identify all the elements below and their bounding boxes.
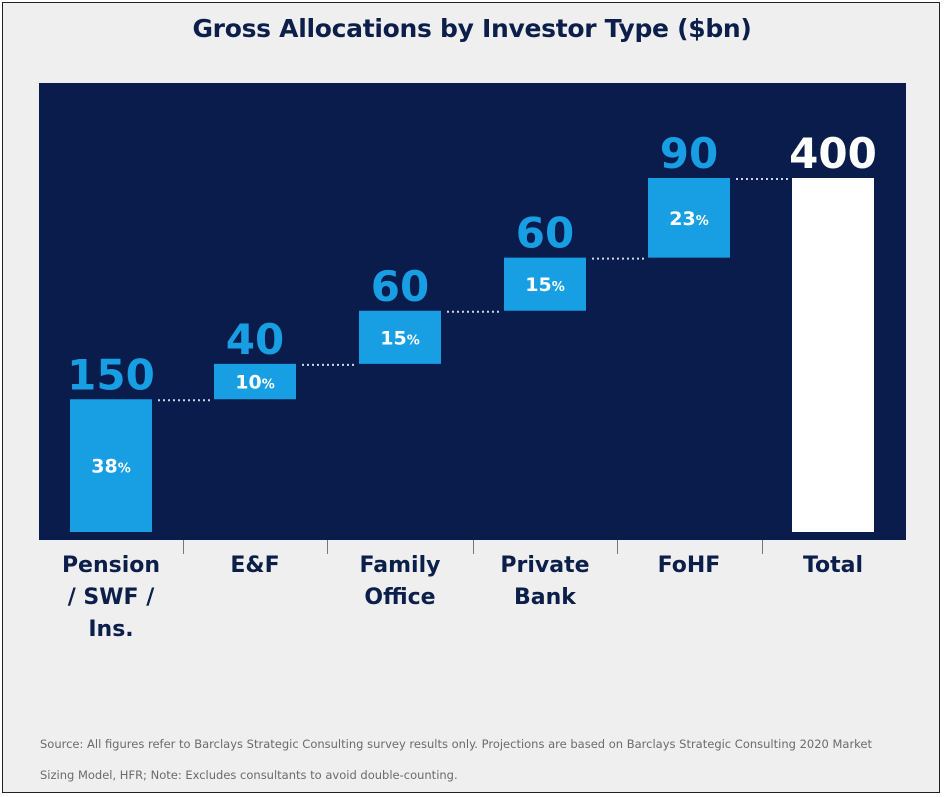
source-note: Source: All figures refer to Barclays St… (40, 737, 873, 782)
category-label-2: Family Office (359, 553, 441, 610)
category-label-3: Private Bank (500, 553, 590, 610)
bar-4 (648, 178, 730, 258)
value-label-1: 40 (226, 315, 284, 364)
axis-tick-2 (473, 540, 474, 554)
percent-label-3: 15% (525, 274, 564, 296)
category-label-5: Total (802, 553, 864, 578)
axis-tick-1 (327, 540, 328, 554)
percent-label-1: 10% (235, 372, 274, 394)
bar-1 (214, 363, 296, 400)
percent-label-0: 38% (91, 456, 130, 478)
category-label-0: Pension / SWF / Ins. (61, 553, 161, 642)
bar-3 (504, 257, 586, 311)
value-label-2: 60 (371, 262, 429, 311)
value-label-4: 90 (660, 129, 718, 178)
percent-label-2: 15% (380, 327, 419, 349)
bar-0 (70, 399, 152, 532)
value-label-3: 60 (516, 209, 574, 258)
percent-label-4: 23% (669, 208, 708, 230)
category-label-1: E&F (230, 553, 280, 578)
bar-5 (792, 178, 874, 532)
axis-tick-0 (183, 540, 184, 554)
chart-title: Gross Allocations by Investor Type ($bn) (192, 14, 752, 43)
axis-tick-4 (762, 540, 763, 554)
axis-tick-3 (617, 540, 618, 554)
value-label-0: 150 (67, 350, 155, 399)
category-label-4: FoHF (657, 553, 721, 578)
value-label-5: 400 (789, 129, 877, 178)
bar-2 (359, 310, 441, 364)
